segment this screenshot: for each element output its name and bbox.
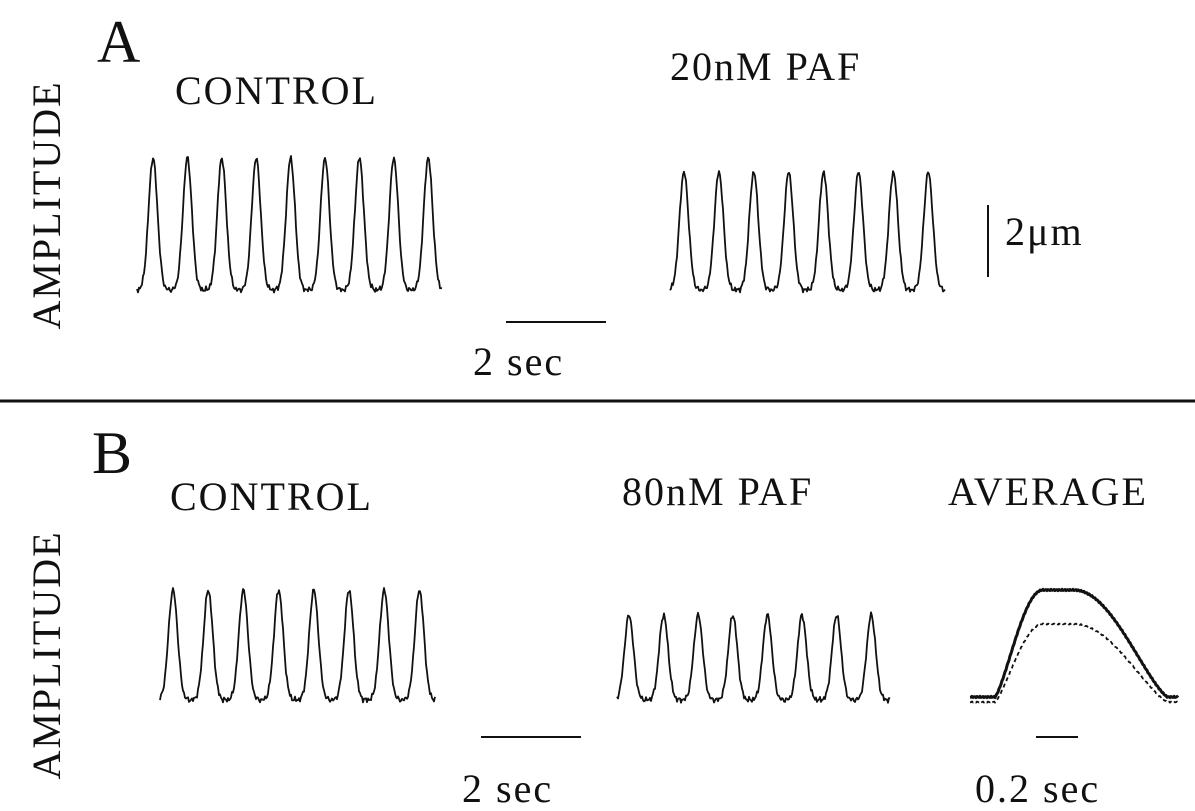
trace [616, 611, 891, 704]
panel-letter: B [92, 420, 132, 486]
condition-label: CONTROL [170, 474, 373, 519]
condition-label: AVERAGE [948, 469, 1148, 514]
condition-label: 20nM PAF [670, 44, 861, 89]
condition-label: 80nM PAF [622, 469, 813, 514]
trace [159, 587, 436, 704]
time-scale-label: 2 sec [473, 339, 564, 384]
time-scale-label: 2 sec [462, 766, 553, 811]
condition-label: CONTROL [175, 68, 378, 113]
amplitude-scale-label: 2μm [1005, 209, 1084, 254]
average-trace [969, 622, 1179, 704]
average-trace [969, 587, 1180, 700]
panel-letter: A [97, 9, 140, 75]
time-scale-label: 0.2 sec [975, 766, 1100, 811]
axis-label: AMPLITUDE [24, 530, 69, 779]
axis-label: AMPLITUDE [24, 80, 69, 329]
trace [669, 170, 946, 294]
trace [136, 155, 443, 294]
